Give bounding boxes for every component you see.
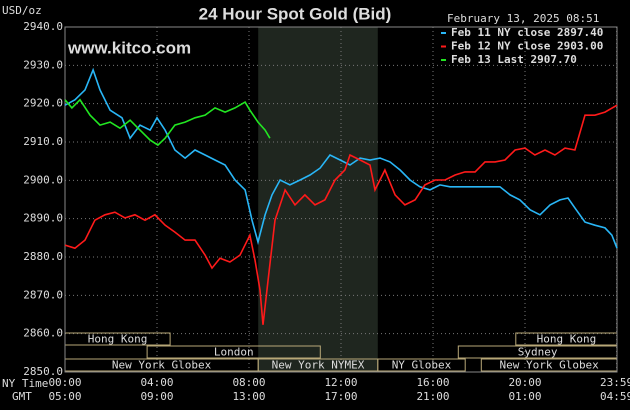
series-line	[64, 104, 618, 325]
session-label: Sydney	[518, 346, 558, 359]
x-tick-label: 08:00	[232, 376, 265, 389]
session-box	[377, 358, 466, 372]
x-row-label: NY Time	[2, 377, 48, 390]
legend-label: Feb 11 NY close 2897.40	[451, 26, 603, 39]
x-tick-label: 23:59	[600, 376, 630, 389]
x-tick-label-gmt: 01:00	[508, 390, 541, 403]
y-tick-label: 2890.0	[23, 212, 63, 225]
session-label: Hong Kong	[537, 333, 597, 346]
y-tick-label: 2940.0	[23, 20, 63, 33]
y-tick-label: 2910.0	[23, 135, 63, 148]
y-tick-label: 2870.0	[23, 288, 63, 301]
chart-title: 24 Hour Spot Gold (Bid)	[199, 4, 392, 23]
x-tick-label: 16:00	[416, 376, 449, 389]
session-label: New York Globex	[112, 359, 212, 372]
session-box	[146, 345, 321, 359]
y-tick-label: 2930.0	[23, 58, 63, 71]
y-axis-label: USD/oz	[2, 4, 42, 17]
x-tick-label-gmt: 17:00	[324, 390, 357, 403]
x-tick-label: 00:00	[48, 376, 81, 389]
y-tick-label: 2860.0	[23, 327, 63, 340]
watermark: www.kitco.com	[67, 38, 191, 57]
session-label: New York Globex	[499, 359, 599, 372]
y-tick-label: 2920.0	[23, 97, 63, 110]
x-tick-label: 20:00	[508, 376, 541, 389]
x-tick-label: 12:00	[324, 376, 357, 389]
x-tick-label-gmt: 21:00	[416, 390, 449, 403]
highlight-band	[258, 27, 378, 372]
session-label: New York NYMEX	[272, 359, 365, 372]
x-tick-label-gmt: 05:00	[48, 390, 81, 403]
legend-label: Feb 13 Last 2907.70	[451, 53, 577, 66]
plot-frame	[64, 26, 618, 373]
series-line	[64, 67, 618, 249]
session-label: London	[214, 346, 254, 359]
y-tick-label: 2900.0	[23, 173, 63, 186]
y-tick-label: 2880.0	[23, 250, 63, 263]
legend-swatch	[441, 45, 446, 48]
x-row-label: GMT	[12, 390, 32, 403]
x-tick-label-gmt: 13:00	[232, 390, 265, 403]
timestamp: February 13, 2025 08:51	[447, 12, 599, 25]
legend-label: Feb 12 NY close 2903.00	[451, 40, 603, 53]
session-label: NY Globex	[392, 359, 452, 372]
legend-swatch	[441, 32, 446, 34]
y-tick-label: 2850.0	[23, 365, 63, 378]
legend-swatch	[441, 59, 446, 61]
x-tick-label-gmt: 09:00	[140, 390, 173, 403]
series-line	[64, 98, 271, 147]
x-tick-label: 04:00	[140, 376, 173, 389]
session-label: Hong Kong	[88, 333, 148, 346]
x-tick-label-gmt: 04:59	[600, 390, 630, 403]
